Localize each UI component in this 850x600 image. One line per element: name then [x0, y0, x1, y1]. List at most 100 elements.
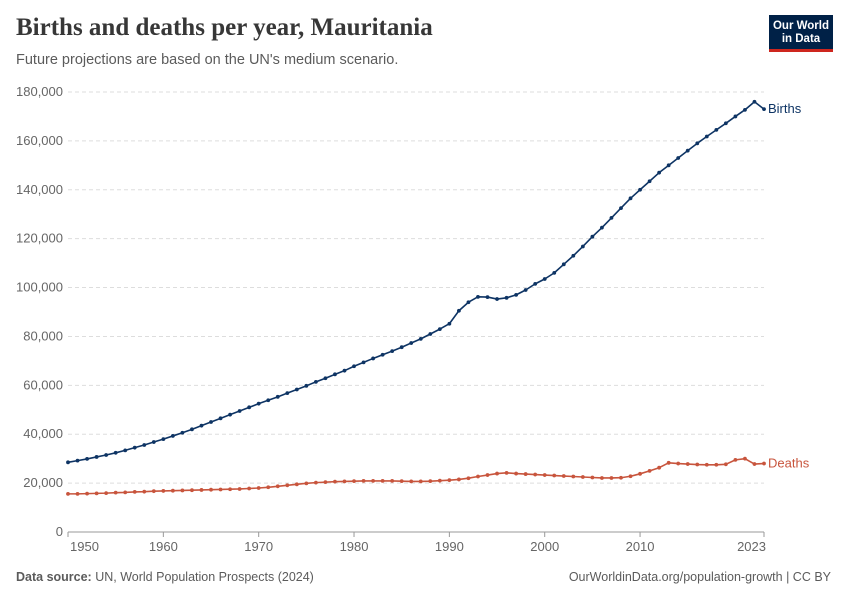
births-point — [600, 225, 604, 230]
deaths-point — [571, 474, 576, 479]
deaths-point — [619, 475, 623, 480]
births-point — [647, 179, 652, 184]
deaths-point — [580, 475, 585, 479]
y-tick-label: 160,000 — [16, 133, 63, 148]
births-point — [533, 281, 538, 286]
births-point — [552, 270, 557, 275]
deaths-point — [275, 484, 280, 489]
births-point — [66, 460, 70, 465]
data-source-label: Data source: — [16, 570, 92, 584]
births-point — [619, 206, 623, 211]
births-point — [323, 376, 328, 381]
deaths-point — [695, 462, 700, 467]
births-series-label: Births — [768, 101, 802, 116]
deaths-point — [313, 480, 318, 485]
births-point — [304, 383, 309, 388]
deaths-point — [170, 488, 175, 493]
deaths-point — [199, 488, 204, 492]
y-tick-label: 0 — [56, 524, 63, 539]
credit-link[interactable]: OurWorldinData.org/population-growth | C… — [568, 570, 831, 584]
births-point — [428, 332, 433, 336]
series-labels: Births Deaths — [768, 101, 810, 470]
deaths-point — [714, 462, 719, 467]
deaths-point — [485, 473, 490, 477]
deaths-point — [514, 471, 519, 476]
deaths-point — [256, 486, 261, 490]
deaths-point — [180, 488, 185, 493]
births-point — [380, 352, 385, 357]
deaths-point — [685, 462, 690, 466]
deaths-point — [323, 480, 328, 485]
births-point — [628, 196, 633, 201]
deaths-point — [533, 472, 538, 477]
births-point — [94, 455, 99, 459]
deaths-point — [132, 490, 137, 494]
y-tick-label: 80,000 — [23, 328, 63, 343]
deaths-point — [190, 488, 194, 493]
deaths-point — [723, 462, 728, 467]
deaths-point — [542, 473, 547, 477]
births-point — [685, 148, 690, 153]
births-line — [67, 100, 765, 464]
logo-line-1: Our World — [772, 20, 829, 32]
births-point — [132, 445, 137, 450]
births-point — [466, 300, 471, 305]
deaths-point — [466, 476, 471, 481]
x-tick-label: 1980 — [340, 539, 369, 554]
births-point — [190, 427, 194, 432]
births-point — [342, 368, 347, 373]
deaths-point — [590, 475, 595, 480]
deaths-point — [504, 470, 509, 475]
gridlines — [68, 91, 764, 484]
deaths-point — [704, 462, 709, 467]
y-tick-label: 100,000 — [16, 280, 63, 295]
births-point — [352, 364, 356, 369]
births-point — [418, 336, 423, 341]
deaths-point — [94, 491, 99, 496]
deaths-point — [352, 479, 356, 484]
logo-line-2: in Data — [781, 33, 821, 45]
births-point — [313, 380, 318, 384]
births-point — [104, 453, 109, 457]
deaths-point — [104, 491, 109, 496]
births-point — [504, 295, 509, 300]
deaths-point — [142, 489, 147, 494]
owid-logo[interactable]: Our World in Data — [769, 15, 833, 52]
births-point — [85, 457, 89, 461]
deaths-point — [228, 487, 232, 492]
births-point — [695, 141, 700, 146]
chart-title: Births and deaths per year, Mauritania — [16, 14, 433, 41]
deaths-point — [647, 468, 652, 473]
births-point — [447, 321, 452, 326]
deaths-point — [476, 474, 480, 479]
chart-subtitle: Future projections are based on the UN's… — [16, 52, 399, 68]
data-source-text[interactable]: UN, World Population Prospects (2024) — [95, 570, 314, 584]
deaths-point — [218, 487, 223, 492]
births-point — [361, 360, 366, 365]
y-tick-label: 140,000 — [16, 182, 63, 197]
deaths-point — [75, 491, 80, 496]
y-tick-label: 120,000 — [16, 231, 63, 246]
y-tick-label: 40,000 — [23, 426, 63, 441]
deaths-point — [447, 478, 452, 483]
deaths-point — [609, 476, 614, 480]
births-point — [218, 416, 223, 421]
deaths-point — [123, 490, 128, 495]
deaths-point — [523, 472, 528, 476]
births-point — [514, 292, 519, 297]
deaths-point — [628, 474, 633, 479]
deaths-point — [361, 479, 366, 483]
x-tick-label: 1950 — [70, 539, 99, 554]
births-point — [580, 244, 585, 249]
births-point — [609, 215, 614, 220]
births-point — [723, 121, 728, 126]
births-point — [476, 294, 480, 299]
x-tick-label: 1990 — [435, 539, 464, 554]
deaths-point — [209, 487, 213, 492]
x-tick-label: 2000 — [530, 539, 559, 554]
births-point — [743, 107, 747, 112]
births-point — [247, 405, 252, 410]
births-point — [266, 398, 271, 403]
births-point — [762, 107, 766, 112]
deaths-point — [495, 471, 499, 476]
